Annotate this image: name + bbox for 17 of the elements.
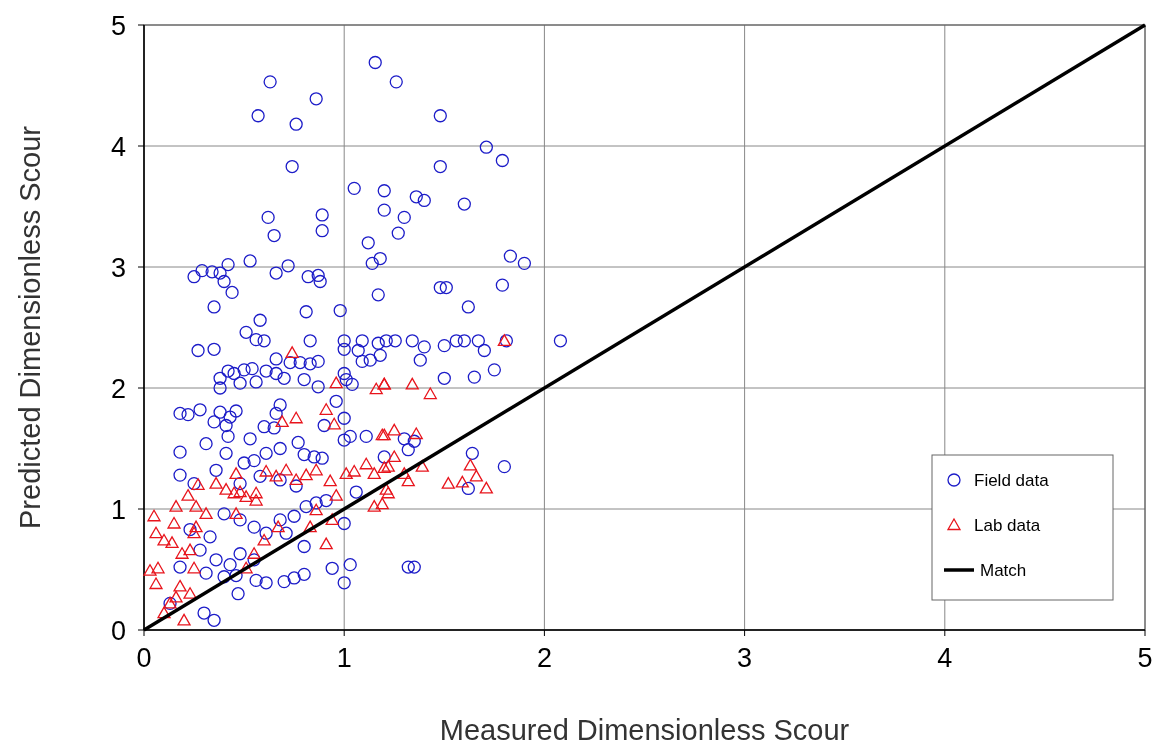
- y-tick-label: 0: [110, 616, 126, 646]
- legend-label: Field data: [974, 471, 1050, 490]
- x-tick-label: 5: [1137, 643, 1153, 673]
- x-tick-label: 4: [937, 643, 953, 673]
- x-tick-label: 1: [336, 643, 352, 673]
- y-tick-label: 5: [110, 11, 126, 41]
- y-tick-label: 1: [110, 495, 126, 525]
- legend-label: Match: [980, 561, 1027, 580]
- x-tick-label: 0: [136, 643, 152, 673]
- x-tick-label: 2: [536, 643, 552, 673]
- y-tick-label: 4: [110, 132, 126, 162]
- x-axis-title: Measured Dimensionless Scour: [439, 714, 850, 746]
- y-axis-title: Predicted Dimensionless Scour: [14, 125, 46, 529]
- y-tick-label: 3: [110, 253, 126, 283]
- y-tick-label: 2: [110, 374, 126, 404]
- x-tick-label: 3: [737, 643, 753, 673]
- legend-label: Lab data: [974, 516, 1041, 535]
